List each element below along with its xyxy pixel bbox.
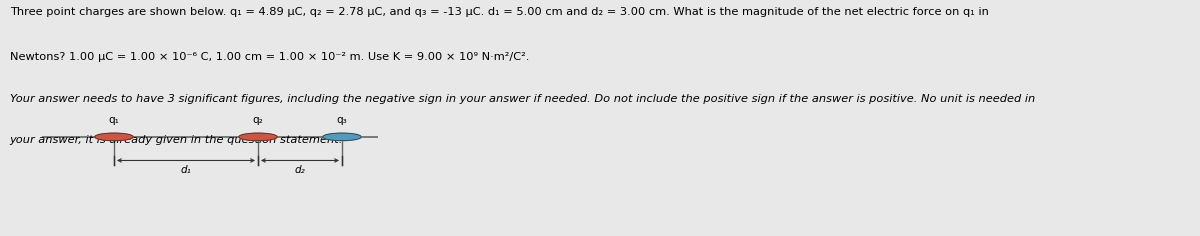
Circle shape [239, 133, 277, 141]
Circle shape [323, 133, 361, 141]
Circle shape [95, 133, 133, 141]
Text: your answer, it is already given in the question statement.: your answer, it is already given in the … [10, 135, 343, 144]
Text: Newtons? 1.00 μC = 1.00 × 10⁻⁶ C, 1.00 cm = 1.00 × 10⁻² m. Use K = 9.00 × 10⁹ N·: Newtons? 1.00 μC = 1.00 × 10⁻⁶ C, 1.00 c… [10, 52, 529, 62]
Text: q₁: q₁ [108, 115, 120, 125]
Text: q₂: q₂ [253, 115, 263, 125]
Text: Three point charges are shown below. q₁ = 4.89 μC, q₂ = 2.78 μC, and q₃ = -13 μC: Three point charges are shown below. q₁ … [10, 7, 989, 17]
Text: q₃: q₃ [337, 115, 347, 125]
Text: d₂: d₂ [295, 165, 305, 175]
Text: d₁: d₁ [181, 165, 191, 175]
Text: Your answer needs to have 3 significant figures, including the negative sign in : Your answer needs to have 3 significant … [10, 94, 1034, 104]
